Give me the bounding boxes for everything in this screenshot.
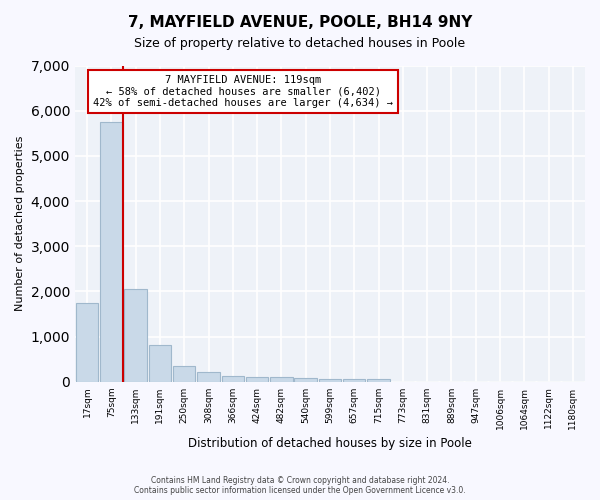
Bar <box>343 380 365 382</box>
Bar <box>149 344 171 382</box>
Bar <box>295 378 317 382</box>
Text: 7 MAYFIELD AVENUE: 119sqm
← 58% of detached houses are smaller (6,402)
42% of se: 7 MAYFIELD AVENUE: 119sqm ← 58% of detac… <box>93 75 393 108</box>
Y-axis label: Number of detached properties: Number of detached properties <box>15 136 25 312</box>
Text: 7, MAYFIELD AVENUE, POOLE, BH14 9NY: 7, MAYFIELD AVENUE, POOLE, BH14 9NY <box>128 15 472 30</box>
Bar <box>246 377 268 382</box>
Bar <box>319 378 341 382</box>
Text: Contains HM Land Registry data © Crown copyright and database right 2024.
Contai: Contains HM Land Registry data © Crown c… <box>134 476 466 495</box>
Bar <box>197 372 220 382</box>
Bar <box>76 302 98 382</box>
X-axis label: Distribution of detached houses by size in Poole: Distribution of detached houses by size … <box>188 437 472 450</box>
Bar <box>124 289 147 382</box>
Bar <box>100 122 122 382</box>
Bar <box>173 366 196 382</box>
Bar <box>221 376 244 382</box>
Text: Size of property relative to detached houses in Poole: Size of property relative to detached ho… <box>134 38 466 51</box>
Bar <box>270 377 293 382</box>
Bar <box>367 379 390 382</box>
